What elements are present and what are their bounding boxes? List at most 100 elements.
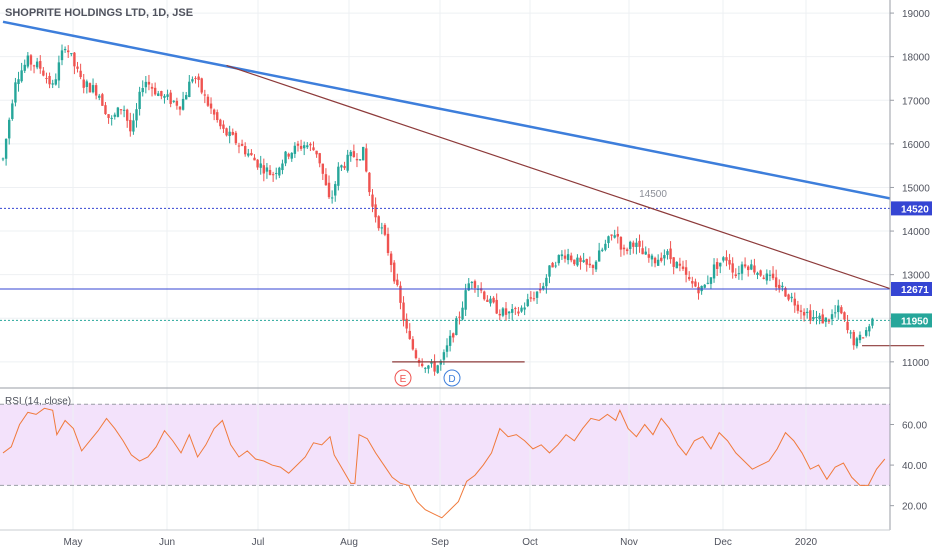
- candle-body: [197, 76, 200, 80]
- candle-body: [495, 299, 498, 314]
- candle-body: [94, 85, 98, 96]
- candle-body: [82, 79, 85, 88]
- candle-body: [290, 152, 293, 159]
- candle-body: [324, 174, 328, 186]
- candle-body: [287, 153, 290, 157]
- candle-body: [405, 318, 408, 329]
- candle-body: [784, 288, 787, 297]
- candle-body: [821, 314, 824, 324]
- candle-body: [312, 147, 315, 151]
- candle-body: [150, 86, 154, 89]
- candle-body: [35, 61, 39, 68]
- candle-body: [452, 333, 455, 338]
- candle-body: [147, 81, 151, 85]
- candle-body: [563, 255, 567, 259]
- candle-body: [669, 248, 672, 260]
- candle-body: [529, 297, 533, 299]
- candle-body: [157, 93, 160, 96]
- candle-body: [548, 265, 551, 277]
- candle-body: [566, 254, 570, 261]
- candle-body: [532, 298, 536, 300]
- candle-body: [818, 315, 821, 320]
- candle-body: [8, 119, 11, 139]
- price-tick-label: 14000: [902, 227, 930, 238]
- candle-body: [206, 96, 210, 106]
- candle-body: [436, 365, 439, 373]
- candle-body: [250, 152, 253, 156]
- candle-body: [209, 103, 213, 109]
- candle-body: [489, 298, 492, 304]
- candle-body: [594, 261, 598, 270]
- candle-body: [576, 257, 579, 266]
- candle-body: [383, 224, 387, 235]
- candle-body: [256, 159, 259, 168]
- minor-trendline: [226, 64, 891, 290]
- time-tick-label: 2020: [795, 537, 818, 548]
- candle-body: [492, 297, 495, 303]
- rsi-tick-label: 60.00: [902, 421, 927, 432]
- candle-body: [644, 251, 647, 255]
- candle-body: [840, 307, 843, 314]
- candle-body: [54, 79, 57, 85]
- rsi-line: [2, 407, 886, 519]
- candle-body: [629, 241, 632, 250]
- candle-body: [802, 312, 806, 316]
- candle-body: [358, 159, 362, 161]
- candle-body: [51, 83, 54, 85]
- candle-body: [663, 255, 666, 259]
- candle-body: [172, 100, 175, 102]
- candle-body: [144, 81, 148, 88]
- candle-body: [188, 81, 191, 98]
- candle-body: [715, 262, 719, 269]
- candle-body: [113, 114, 116, 117]
- candle-body: [864, 330, 868, 336]
- candle-body: [688, 276, 691, 280]
- candle-body: [666, 251, 669, 255]
- candle-body: [184, 95, 188, 100]
- candle-body: [135, 109, 138, 121]
- candle-body: [737, 273, 741, 275]
- candle-body: [20, 70, 23, 82]
- candle-body: [169, 92, 172, 104]
- candle-body: [60, 50, 64, 61]
- candle-body: [837, 305, 840, 313]
- candle-body: [647, 254, 651, 258]
- candle-body: [653, 257, 657, 264]
- candle-body: [799, 310, 803, 312]
- candle-body: [327, 182, 331, 198]
- candle-body: [32, 65, 36, 67]
- candle-body: [17, 79, 20, 85]
- candle-body: [433, 361, 436, 372]
- candle-body: [414, 350, 418, 359]
- candle-body: [107, 114, 110, 118]
- candle-body: [762, 277, 765, 279]
- candle-body: [858, 334, 862, 341]
- price-tick-label: 15000: [902, 183, 930, 194]
- candle-body: [119, 109, 123, 111]
- marker-e[interactable]: E: [394, 369, 412, 387]
- candle-body: [321, 163, 325, 174]
- candle-body: [122, 109, 126, 111]
- candle-body: [681, 266, 685, 269]
- candle-body: [361, 146, 365, 161]
- candle-body: [355, 158, 359, 161]
- candle-body: [11, 103, 14, 119]
- marker-d-circle: [443, 369, 461, 387]
- candle-body: [458, 316, 461, 318]
- candle-body: [697, 286, 700, 294]
- candle-body: [228, 131, 231, 137]
- candle-body: [768, 274, 772, 276]
- marker-d[interactable]: D: [443, 369, 461, 387]
- rsi-tick-label: 20.00: [902, 502, 927, 513]
- candle-body: [691, 281, 694, 284]
- candle-body: [601, 249, 604, 251]
- candle-body: [126, 109, 129, 121]
- candle-body: [191, 79, 194, 82]
- candle-body: [309, 143, 312, 146]
- candle-body: [399, 285, 402, 303]
- candle-body: [91, 85, 95, 93]
- candle-body: [26, 55, 30, 67]
- candle-body: [501, 308, 505, 316]
- candle-body: [306, 145, 309, 148]
- candle-body: [756, 272, 759, 275]
